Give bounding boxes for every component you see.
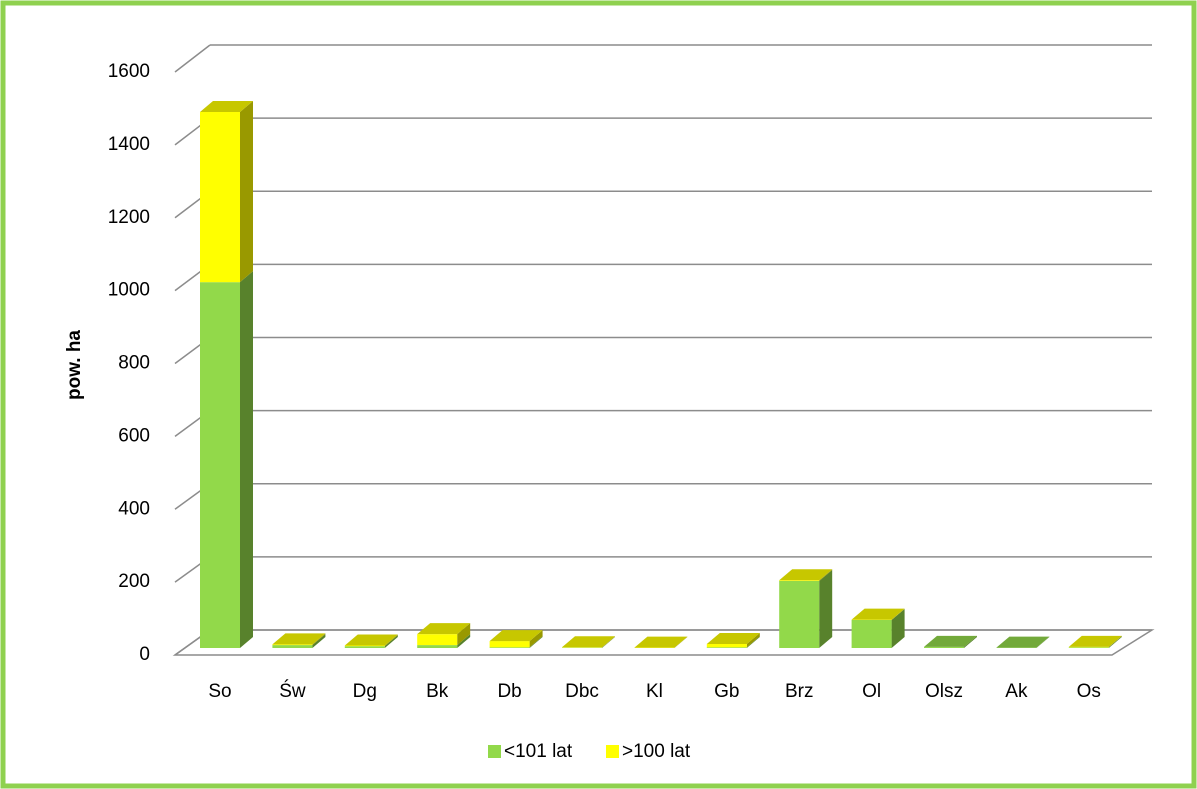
bar-top bbox=[1068, 635, 1122, 647]
bar-top bbox=[706, 632, 760, 644]
bar bbox=[489, 641, 530, 648]
bar-side bbox=[891, 608, 905, 620]
bar-side bbox=[529, 630, 543, 648]
y-tick-label: 200 bbox=[118, 571, 150, 592]
bar-side bbox=[819, 569, 833, 581]
bar bbox=[200, 282, 240, 648]
bar bbox=[344, 646, 385, 648]
bar bbox=[344, 645, 385, 647]
legend-swatch bbox=[606, 745, 619, 758]
x-tick-label: Olsz bbox=[925, 681, 963, 702]
bar-top bbox=[562, 636, 615, 648]
bar-top bbox=[996, 636, 1050, 648]
bar-side bbox=[457, 623, 471, 646]
bar-top bbox=[489, 630, 543, 642]
bar-side bbox=[312, 634, 326, 648]
x-tick-label: Bk bbox=[426, 681, 449, 702]
y-tick-label: 1600 bbox=[108, 61, 150, 82]
bar-side bbox=[891, 608, 905, 648]
bar bbox=[417, 645, 458, 648]
bar bbox=[417, 634, 458, 646]
bar-side bbox=[529, 636, 543, 648]
bar bbox=[1068, 647, 1109, 648]
bar-side bbox=[1036, 636, 1050, 648]
bar-side bbox=[602, 636, 615, 648]
x-tick-label: So bbox=[208, 681, 231, 702]
bar bbox=[851, 619, 892, 648]
x-tick-label: Dg bbox=[353, 681, 377, 702]
bar-top bbox=[200, 101, 253, 113]
legend-label: >100 lat bbox=[622, 741, 691, 762]
bar bbox=[924, 646, 964, 648]
x-tick-label: Ol bbox=[862, 681, 881, 702]
bar-top bbox=[344, 634, 398, 646]
x-tick-label: Gb bbox=[714, 681, 739, 702]
bar-side bbox=[240, 101, 253, 283]
y-tick-label: 1200 bbox=[108, 207, 150, 228]
bar bbox=[200, 112, 240, 283]
x-tick-label: Ak bbox=[1005, 681, 1028, 702]
bar-top bbox=[851, 608, 905, 620]
bar bbox=[706, 647, 747, 648]
bar bbox=[779, 580, 820, 648]
bar bbox=[779, 580, 820, 581]
x-tick-label: Brz bbox=[785, 681, 814, 702]
bar-side bbox=[602, 636, 615, 648]
bar-side bbox=[674, 636, 688, 648]
y-axis-label: pow. ha bbox=[64, 330, 85, 400]
x-tick-label: Dbc bbox=[565, 681, 599, 702]
bar-side bbox=[1108, 636, 1122, 648]
bar-side bbox=[746, 632, 760, 648]
bar bbox=[489, 647, 530, 648]
bar-top bbox=[924, 635, 977, 647]
legend-label: <101 lat bbox=[504, 741, 573, 762]
bar-side bbox=[1108, 635, 1122, 648]
y-tick-label: 1400 bbox=[108, 134, 150, 155]
bar-top bbox=[779, 569, 833, 581]
x-tick-label: Kl bbox=[646, 681, 663, 702]
x-tick-label: Św bbox=[279, 680, 306, 702]
y-tick-label: 0 bbox=[139, 644, 150, 665]
bar bbox=[706, 643, 747, 648]
x-tick-label: Os bbox=[1077, 681, 1101, 702]
y-tick-label: 400 bbox=[118, 498, 150, 519]
bar-side bbox=[964, 635, 977, 648]
bar-side bbox=[457, 634, 471, 648]
bar-side bbox=[240, 271, 253, 648]
bar-top bbox=[634, 636, 688, 648]
bar-side bbox=[312, 633, 326, 646]
bar-side bbox=[746, 636, 760, 648]
grid-side bbox=[174, 44, 211, 73]
x-tick-label: Db bbox=[497, 681, 521, 702]
bar-top bbox=[272, 633, 326, 645]
y-tick-label: 1000 bbox=[108, 280, 150, 301]
bar-side bbox=[384, 634, 398, 647]
y-tick-label: 800 bbox=[118, 353, 150, 374]
bar-side bbox=[819, 569, 833, 648]
bar bbox=[272, 644, 313, 646]
y-tick-label: 600 bbox=[118, 425, 150, 446]
bar bbox=[272, 645, 313, 648]
legend-swatch bbox=[488, 745, 501, 758]
bar-top bbox=[417, 623, 471, 635]
bar-side bbox=[384, 635, 398, 648]
